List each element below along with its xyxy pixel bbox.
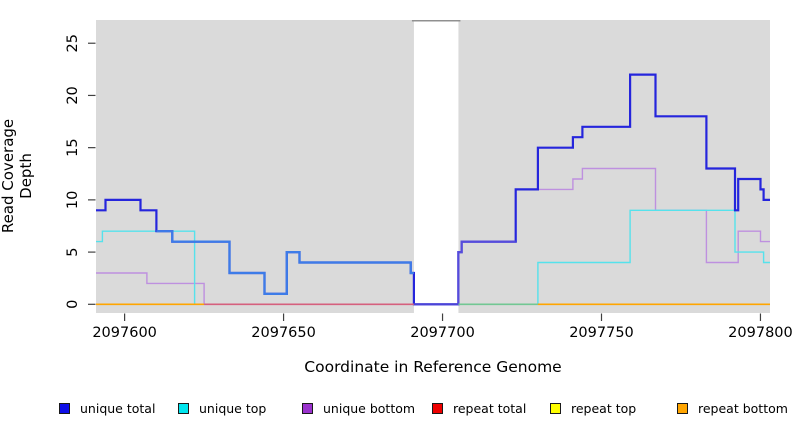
legend-label: repeat top <box>571 400 637 416</box>
masked-region <box>413 20 459 313</box>
y-tick-label: 20 <box>65 86 81 104</box>
legend-item-unique-top: unique top <box>178 399 266 417</box>
legend-label: repeat total <box>453 400 527 416</box>
x-tick-label: 2097750 <box>569 325 634 341</box>
x-tick-label: 2097800 <box>728 325 792 341</box>
plot-canvas: 2097600 2097650 2097700 2097750 2097800 0 5 10 1… <box>65 19 792 341</box>
legend-item-repeat-total: repeat total <box>432 399 526 417</box>
legend-swatch-icon <box>550 402 561 414</box>
series-unique-top <box>96 209 770 305</box>
y-tick-label: 0 <box>65 300 81 309</box>
legend-swatch-icon <box>432 402 443 414</box>
legend-swatch-icon <box>302 402 313 414</box>
legend-label: unique total <box>80 400 156 416</box>
legend-label: unique bottom <box>323 400 416 416</box>
chart-legend: unique total unique top unique bottom repea… <box>0 399 792 419</box>
series-unique-total-override <box>156 230 414 295</box>
y-tick-label: 10 <box>65 191 81 209</box>
legend-swatch-icon <box>59 402 70 414</box>
y-tick-label: 15 <box>65 138 81 156</box>
y-tick-label: 5 <box>65 247 81 256</box>
x-tick-label: 2097700 <box>410 325 475 341</box>
legend-label: unique top <box>199 400 267 416</box>
y-axis-title: Read Coverage Depth <box>0 118 35 234</box>
legend-swatch-icon <box>178 402 189 414</box>
legend-item-unique-bottom: unique bottom <box>302 399 415 417</box>
y-tick-label: 25 <box>65 34 81 52</box>
x-tick-label: 2097600 <box>92 325 157 341</box>
x-tick-label: 2097650 <box>251 325 316 341</box>
legend-item-repeat-top: repeat top <box>550 399 636 417</box>
legend-item-repeat-bottom: repeat bottom <box>677 399 788 417</box>
series-unique-bottom <box>96 167 770 305</box>
legend-label: repeat bottom <box>698 400 788 416</box>
legend-swatch-icon <box>677 402 688 414</box>
x-axis-title: Coordinate in Reference Genome <box>304 358 562 376</box>
legend-item-unique-total: unique total <box>59 399 155 417</box>
